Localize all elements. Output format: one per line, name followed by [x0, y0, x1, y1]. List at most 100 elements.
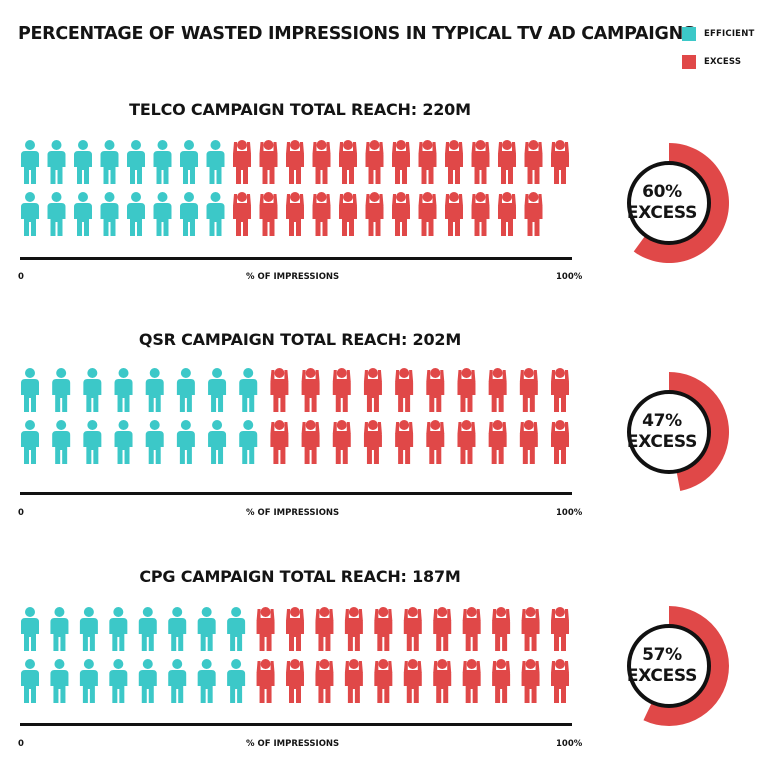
panel-title: QSR CAMPAIGN TOTAL REACH: 202M: [138, 330, 462, 349]
excess-person-icon: [392, 140, 410, 184]
excess-donut-telco: [627, 143, 729, 263]
excess-person-icon: [259, 192, 278, 236]
excess-person-icon: [551, 659, 569, 703]
excess-person-icon: [519, 420, 538, 464]
efficient-person-icon: [206, 140, 225, 184]
donut-label: 47% EXCESS: [624, 411, 700, 453]
efficient-person-icon: [21, 420, 39, 464]
efficient-person-icon: [138, 659, 157, 703]
legend-swatch-efficient: [682, 26, 696, 41]
pictograph-qsr: [21, 368, 569, 464]
legend: EFFICIENT EXCESS: [682, 26, 767, 82]
excess-person-icon: [374, 607, 393, 651]
efficient-person-icon: [239, 368, 258, 412]
excess-person-icon: [395, 368, 414, 412]
efficient-person-icon: [227, 659, 246, 703]
efficient-person-icon: [127, 140, 145, 184]
excess-person-icon: [524, 192, 543, 236]
legend-label-excess: EXCESS: [704, 56, 742, 67]
efficient-person-icon: [180, 140, 198, 184]
excess-person-icon: [339, 140, 357, 184]
efficient-person-icon: [47, 140, 66, 184]
efficient-person-icon: [208, 368, 227, 412]
tick-label-100: 100%: [556, 508, 583, 518]
efficient-person-icon: [206, 192, 225, 236]
excess-arc: [669, 372, 730, 491]
efficient-person-icon: [168, 659, 187, 703]
excess-person-icon: [426, 368, 445, 412]
excess-person-icon: [332, 420, 351, 464]
excess-person-icon: [301, 420, 320, 464]
chart-panel-qsr: QSR CAMPAIGN TOTAL REACH: 202M 0 % OF IM…: [0, 330, 769, 530]
excess-person-icon: [498, 192, 516, 236]
excess-arc: [633, 143, 729, 263]
efficient-person-icon: [176, 420, 195, 464]
efficient-person-icon: [180, 192, 198, 236]
panel-title: CPG CAMPAIGN TOTAL REACH: 187M: [139, 567, 461, 586]
excess-person-icon: [498, 140, 516, 184]
efficient-person-icon: [47, 192, 66, 236]
excess-person-icon: [392, 192, 410, 236]
efficient-person-icon: [145, 368, 164, 412]
excess-person-icon: [315, 607, 334, 651]
efficient-person-icon: [197, 659, 216, 703]
excess-person-icon: [233, 192, 251, 236]
excess-percent: 57%: [642, 645, 682, 665]
excess-person-icon: [233, 140, 251, 184]
excess-person-icon: [521, 659, 540, 703]
excess-person-icon: [312, 140, 331, 184]
excess-person-icon: [374, 659, 393, 703]
efficient-person-icon: [52, 420, 71, 464]
excess-person-icon: [445, 140, 463, 184]
excess-person-icon: [315, 659, 334, 703]
efficient-person-icon: [127, 192, 145, 236]
legend-item-excess: EXCESS: [682, 54, 767, 69]
efficient-person-icon: [21, 607, 39, 651]
excess-person-icon: [433, 607, 452, 651]
efficient-person-icon: [153, 192, 172, 236]
legend-label-efficient: EFFICIENT: [704, 28, 755, 39]
excess-person-icon: [551, 607, 569, 651]
excess-person-icon: [403, 659, 422, 703]
efficient-person-icon: [21, 659, 39, 703]
axis-label: % OF IMPRESSIONS: [246, 272, 340, 282]
efficient-person-icon: [21, 368, 39, 412]
excess-person-icon: [256, 659, 275, 703]
efficient-person-icon: [197, 607, 216, 651]
excess-person-icon: [471, 192, 490, 236]
axis-line: [20, 723, 572, 726]
excess-person-icon: [365, 192, 384, 236]
excess-person-icon: [445, 192, 463, 236]
excess-person-icon: [551, 368, 569, 412]
donut-label: 60% EXCESS: [624, 182, 700, 224]
excess-person-icon: [418, 192, 437, 236]
excess-person-icon: [488, 368, 507, 412]
excess-person-icon: [259, 140, 278, 184]
efficient-person-icon: [100, 140, 119, 184]
axis-label: % OF IMPRESSIONS: [246, 508, 340, 518]
excess-percent: 60%: [642, 182, 682, 202]
efficient-person-icon: [50, 659, 69, 703]
excess-person-icon: [363, 368, 382, 412]
excess-person-icon: [426, 420, 445, 464]
excess-person-icon: [344, 607, 363, 651]
excess-percent: 47%: [642, 411, 682, 431]
efficient-person-icon: [109, 659, 128, 703]
excess-person-icon: [286, 140, 304, 184]
excess-person-icon: [403, 607, 422, 651]
efficient-person-icon: [83, 420, 102, 464]
excess-person-icon: [457, 368, 476, 412]
axis-label: % OF IMPRESSIONS: [246, 739, 340, 749]
efficient-person-icon: [79, 659, 98, 703]
efficient-person-icon: [74, 192, 92, 236]
donut-center-ring: [627, 390, 711, 474]
donut-label: 57% EXCESS: [624, 645, 700, 687]
excess-person-icon: [270, 368, 289, 412]
excess-person-icon: [365, 140, 384, 184]
excess-person-icon: [492, 659, 511, 703]
chart-panel-telco: TELCO CAMPAIGN TOTAL REACH: 220M 0 % OF …: [0, 100, 769, 300]
panel-title: TELCO CAMPAIGN TOTAL REACH: 220M: [129, 100, 471, 119]
excess-word: EXCESS: [626, 203, 698, 223]
efficient-person-icon: [74, 140, 92, 184]
efficient-person-icon: [145, 420, 164, 464]
